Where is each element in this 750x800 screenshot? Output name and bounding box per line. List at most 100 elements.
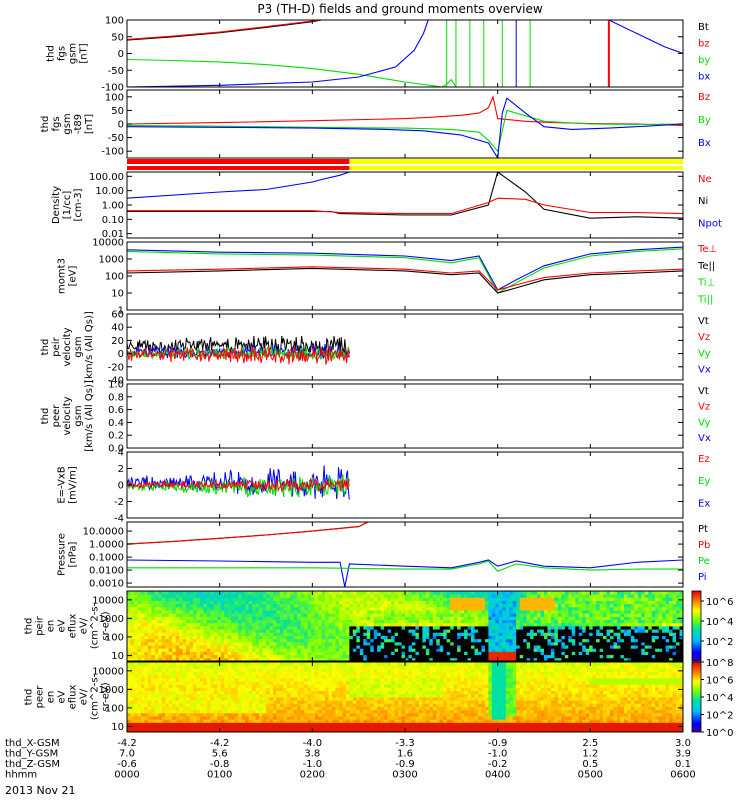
heatmap-cell — [147, 641, 152, 646]
heatmap-cell — [477, 594, 482, 598]
heatmap-cell — [227, 728, 232, 732]
heatmap-cell — [259, 654, 263, 659]
heatmap-cell — [544, 594, 548, 598]
heatmap-cell — [658, 641, 663, 646]
heatmap-cell — [394, 622, 399, 627]
heatmap-cell — [662, 594, 667, 598]
heatmap-cell — [564, 648, 569, 652]
heatmap-cell — [147, 635, 152, 640]
heatmap-cell — [526, 613, 531, 617]
heatmap-cell — [179, 638, 184, 643]
heatmap-cell — [391, 626, 395, 630]
heatmap-cell — [432, 616, 437, 621]
heatmap-cell — [283, 606, 288, 611]
heatmap-cell — [300, 603, 305, 608]
heatmap-cell — [224, 693, 229, 698]
heatmap-cell — [304, 632, 309, 636]
heatmap-cell — [307, 693, 312, 698]
heatmap-cell — [338, 591, 343, 595]
heatmap-cell — [227, 665, 232, 669]
heatmap-cell — [648, 610, 653, 614]
heatmap-cell — [161, 610, 166, 614]
heatmap-cell — [516, 626, 521, 630]
heatmap-cell — [387, 641, 392, 646]
heatmap-cell — [481, 651, 486, 656]
heatmap-cell — [481, 635, 486, 640]
heatmap-cell — [269, 728, 274, 732]
heatmap-cell — [186, 665, 190, 669]
heatmap-cell — [554, 606, 559, 611]
heatmap-cell — [137, 657, 142, 661]
heatmap-cell — [137, 597, 142, 601]
heatmap-cell — [634, 600, 639, 605]
heatmap-cell — [203, 671, 208, 676]
series-Npot — [127, 172, 350, 199]
heatmap-cell — [564, 641, 569, 646]
y-tick-label: 0.10 — [102, 215, 124, 226]
heatmap-cell — [505, 610, 510, 614]
heatmap-cell — [519, 603, 524, 608]
heatmap-cell — [338, 645, 343, 649]
legend-entry: Vy — [698, 348, 711, 359]
heatmap-cell — [262, 603, 267, 608]
heatmap-cell — [648, 606, 653, 611]
heatmap-cell — [519, 641, 524, 646]
panel-data-peir-en — [127, 591, 683, 661]
heatmap-cell — [345, 641, 350, 646]
heatmap-cell — [634, 591, 639, 595]
heatmap-cell — [669, 622, 673, 627]
heatmap-cell — [206, 681, 211, 685]
heatmap-cell — [512, 648, 517, 652]
heatmap-cell — [641, 654, 646, 659]
heatmap-cell — [669, 606, 673, 611]
heatmap-cell — [582, 648, 587, 652]
heatmap-cell — [133, 616, 138, 621]
heatmap-cell — [130, 610, 135, 614]
heatmap-cell — [637, 603, 642, 608]
legend-entry: Ex — [698, 498, 710, 509]
heatmap-cell — [585, 629, 590, 633]
heatmap-cell — [630, 645, 635, 649]
heatmap-cell — [144, 722, 149, 727]
heatmap-cell — [474, 594, 479, 598]
heatmap-cell — [140, 662, 145, 666]
heatmap-cell — [252, 606, 256, 611]
heatmap-cell — [391, 603, 395, 608]
heatmap-cell — [206, 591, 211, 595]
heatmap-cell — [394, 610, 399, 614]
heatmap-cell — [196, 709, 201, 714]
heatmap-cell — [318, 629, 323, 633]
heatmap-cell — [356, 654, 361, 659]
heatmap-cell — [467, 603, 472, 608]
heatmap-cell — [453, 648, 458, 652]
heatmap-cell — [165, 641, 170, 646]
heatmap-cell — [391, 619, 395, 624]
heatmap-cell — [432, 632, 437, 636]
heatmap-cell — [422, 594, 427, 598]
heatmap-cell — [325, 616, 329, 621]
heatmap-cell — [425, 641, 430, 646]
heatmap-cell — [186, 728, 190, 732]
heatmap-cell — [259, 677, 263, 682]
heatmap-cell — [144, 610, 149, 614]
heatmap-cell — [516, 641, 521, 646]
legend-entry: Pb — [698, 540, 710, 551]
heatmap-cell — [127, 603, 131, 608]
heatmap-cell — [408, 619, 413, 624]
heatmap-cell — [279, 716, 284, 720]
heatmap-cell — [154, 657, 159, 661]
heatmap-cell — [411, 619, 416, 624]
y-tick-label: 50 — [111, 32, 124, 43]
heatmap-cell — [140, 684, 145, 688]
heatmap-cell — [279, 728, 284, 732]
heatmap-cell — [151, 603, 156, 608]
heatmap-cell — [238, 703, 243, 707]
heatmap-cell — [217, 716, 222, 720]
heatmap-cell — [133, 591, 138, 595]
heatmap-cell — [332, 619, 336, 624]
heatmap-cell — [547, 597, 552, 601]
y-tick-label: 40 — [111, 323, 124, 334]
heatmap-cell — [599, 654, 604, 659]
heatmap-cell — [363, 603, 368, 608]
heatmap-cell — [165, 697, 170, 701]
